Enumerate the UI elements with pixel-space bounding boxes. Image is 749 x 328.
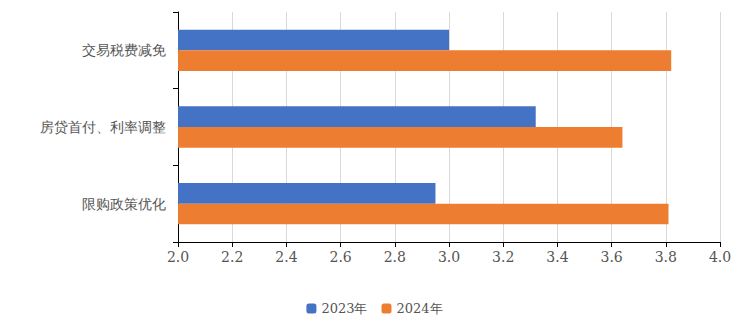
svg-text:3.2: 3.2	[492, 249, 514, 265]
svg-text:2.2: 2.2	[221, 249, 243, 265]
svg-text:3.0: 3.0	[438, 249, 460, 265]
svg-text:交易税费减免: 交易税费减免	[82, 42, 166, 58]
svg-text:限购政策优化: 限购政策优化	[82, 196, 166, 212]
svg-text:3.4: 3.4	[546, 249, 568, 265]
svg-text:2.0: 2.0	[167, 249, 189, 265]
svg-text:2024年: 2024年	[397, 301, 443, 316]
svg-text:3.6: 3.6	[600, 249, 622, 265]
svg-text:房贷首付、利率调整: 房贷首付、利率调整	[40, 119, 166, 135]
svg-text:2.4: 2.4	[275, 249, 297, 265]
svg-text:2023年: 2023年	[321, 301, 367, 316]
svg-text:2.8: 2.8	[384, 249, 406, 265]
svg-text:4.0: 4.0	[709, 249, 731, 265]
svg-text:2.6: 2.6	[329, 249, 351, 265]
svg-text:3.8: 3.8	[655, 249, 677, 265]
